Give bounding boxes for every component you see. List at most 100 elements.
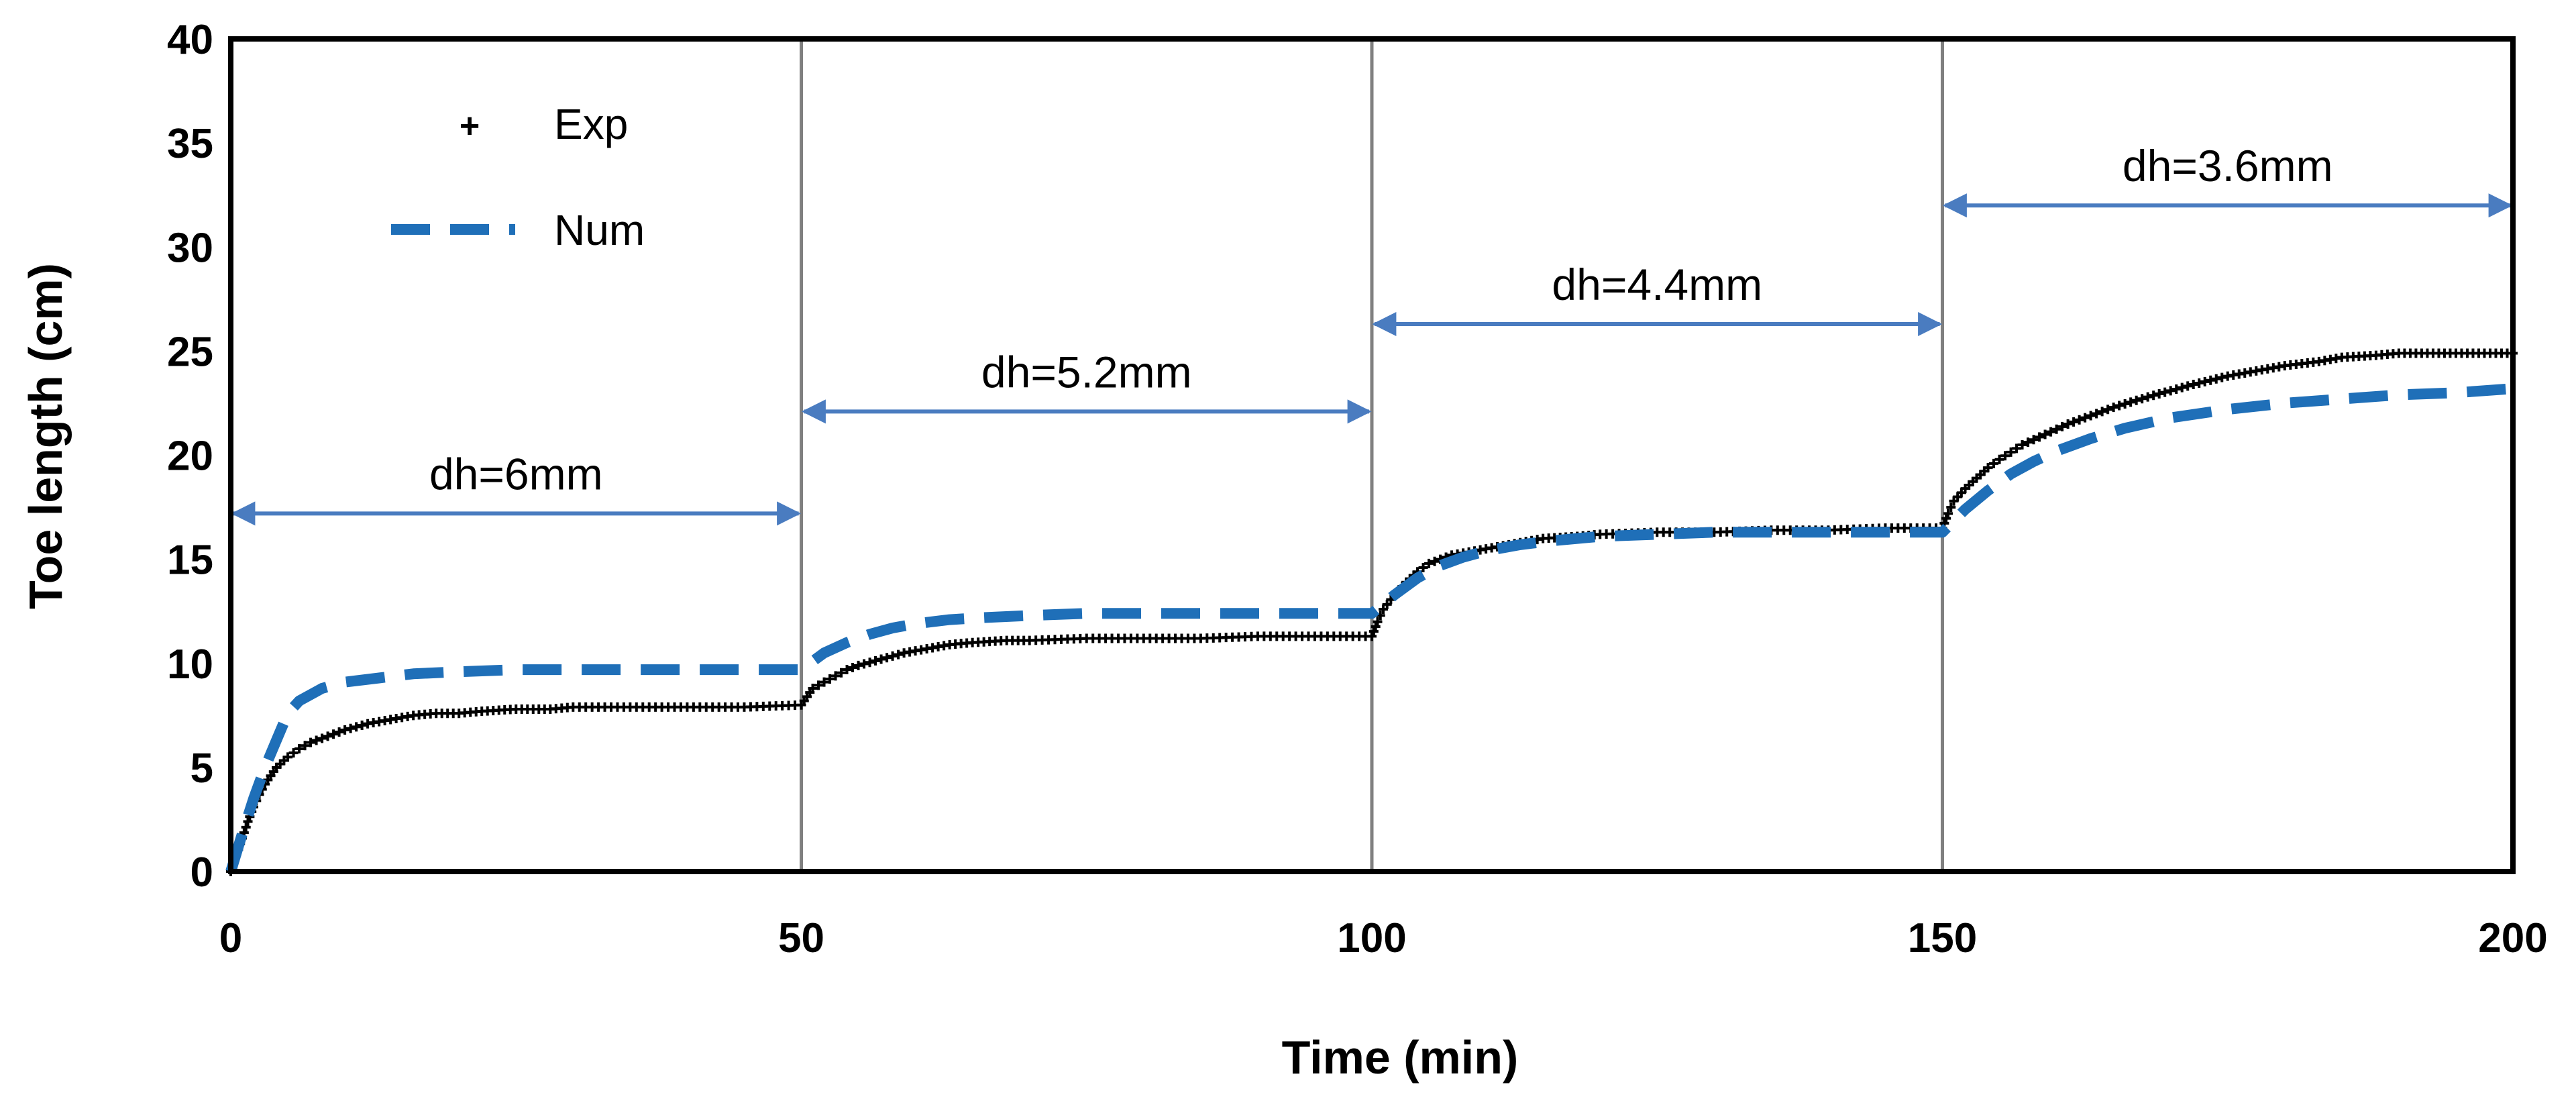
exp-point [2023, 437, 2033, 448]
y-tick-label: 20 [167, 433, 213, 480]
exp-point [357, 721, 367, 731]
exp-point [859, 659, 869, 669]
series-exp [226, 348, 2518, 876]
y-tick-label: 25 [167, 329, 213, 375]
exp-point [1382, 599, 1392, 609]
exp-point [2171, 384, 2182, 394]
exp-point [1989, 458, 1999, 468]
exp-point [2211, 374, 2221, 384]
exp-point [1371, 621, 1381, 631]
exp-point [294, 743, 305, 753]
exp-point [2206, 375, 2216, 385]
exp-point [2051, 424, 2061, 434]
exp-point [2160, 387, 2170, 397]
annotation-label-4: dh=3.6mm [2123, 141, 2333, 191]
exp-point [2217, 372, 2227, 382]
exp-point [2126, 397, 2136, 407]
exp-point [894, 649, 904, 660]
exp-point [2006, 447, 2016, 457]
exp-point [1373, 617, 1383, 627]
exp-point [1418, 563, 1428, 573]
exp-point [2131, 395, 2141, 405]
stage-annotations: dh=6mm dh=5.2mm dh=4.4mm dh=3.6mm [231, 141, 2513, 526]
exp-point [808, 683, 818, 693]
exp-point [1946, 503, 1956, 513]
exp-point [2149, 390, 2159, 401]
exp-point [2137, 394, 2147, 404]
exp-point [848, 662, 858, 672]
exp-point [2154, 388, 2164, 399]
legend-num-label: Num [554, 206, 645, 254]
series-num [225, 383, 2514, 874]
exp-point [306, 737, 316, 747]
exp-point [853, 660, 863, 670]
annotation-label-3: dh=4.4mm [1552, 260, 1762, 309]
exp-point [329, 729, 339, 739]
exp-point [2177, 382, 2187, 392]
exp-point [882, 653, 892, 663]
exp-point [1943, 509, 1953, 519]
y-tick-label: 5 [191, 745, 213, 792]
exp-point [1424, 558, 1434, 568]
legend-exp-marker: + [460, 107, 480, 146]
exp-point [842, 665, 852, 675]
exp-point [1983, 463, 1993, 473]
exp-point [2143, 392, 2153, 402]
exp-point [311, 735, 321, 745]
legend: + Exp Num [391, 100, 645, 254]
exp-point [340, 725, 350, 735]
exp-point [317, 733, 327, 743]
exp-point [2063, 419, 2073, 429]
exp-point [2040, 429, 2050, 439]
legend-exp-label: Exp [554, 100, 628, 148]
exp-point [814, 680, 824, 690]
exp-point [2183, 381, 2193, 391]
exp-point [2200, 376, 2210, 386]
exp-point [2012, 443, 2022, 454]
exp-point [288, 748, 299, 758]
exp-point [2029, 435, 2039, 445]
exp-point [241, 822, 251, 832]
exp-point [876, 654, 886, 664]
exp-point [2108, 403, 2118, 413]
exp-point [819, 677, 829, 687]
exp-point [352, 722, 362, 732]
exp-point [888, 651, 898, 661]
exp-point [2194, 378, 2204, 388]
x-tick-label: 200 [2478, 915, 2547, 961]
exp-point [2080, 413, 2090, 423]
y-axis-title: Toe length (cm) [19, 263, 72, 609]
y-axis-ticks: 0 5 10 15 20 25 30 35 40 [167, 17, 213, 896]
exp-point [300, 741, 310, 751]
exp-point [1941, 513, 1951, 523]
x-tick-label: 100 [1337, 915, 1406, 961]
plot-frame [228, 36, 2516, 874]
exp-point [871, 655, 881, 666]
exp-point [2074, 415, 2084, 425]
exp-point [865, 657, 875, 668]
annotation-label-1: dh=6mm [429, 449, 603, 498]
exp-point [243, 817, 253, 827]
x-tick-label: 0 [219, 915, 242, 961]
exp-point [1430, 556, 1440, 566]
x-tick-label: 150 [1908, 915, 1977, 961]
exp-point [825, 674, 835, 684]
exp-point [2097, 407, 2107, 417]
y-tick-label: 0 [191, 849, 213, 896]
exp-point [334, 727, 344, 737]
exp-point [1367, 631, 1377, 641]
x-axis-title: Time (min) [1282, 1031, 1519, 1084]
exp-point [2103, 405, 2113, 415]
exp-point [345, 723, 356, 733]
exp-point [2120, 399, 2130, 409]
annotation-label-2: dh=5.2mm [981, 347, 1192, 397]
exp-point [2069, 417, 2079, 427]
y-tick-label: 40 [167, 17, 213, 63]
exp-point [837, 668, 847, 678]
exp-point [2057, 421, 2068, 431]
vertical-gridlines [800, 39, 1944, 872]
exp-point [1379, 604, 1389, 615]
y-tick-label: 15 [167, 537, 213, 584]
exp-point [1994, 454, 2004, 464]
